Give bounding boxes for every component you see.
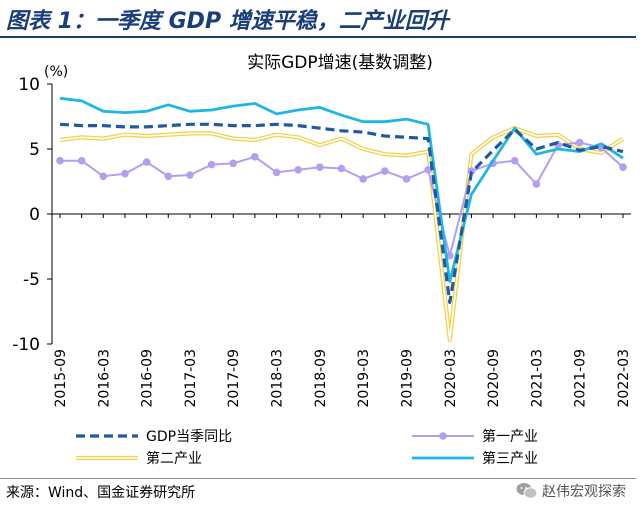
footer-divider [0,478,636,479]
legend-marker-primary [439,432,447,440]
series-point-primary [424,166,432,174]
x-tick-label: 2022-03 [616,349,632,408]
watermark: 赵伟宏观探索 [516,481,626,501]
legend-label-secondary: 第二产业 [146,450,202,467]
series-point-primary [316,163,324,171]
y-tick-label: -10 [12,335,40,355]
x-tick-label: 2015-09 [53,349,69,408]
report-header: 图表 1：一季度 GDP 增速平稳，二产业回升 [0,0,640,38]
y-tick-label: 10 [18,75,40,95]
x-tick-label: 2021-03 [529,349,545,408]
series-point-primary [575,138,584,147]
figure-title: 图表 1：一季度 GDP 增速平稳，二产业回升 [6,9,449,34]
x-tick-label: 2019-03 [356,349,372,408]
series-point-primary [619,163,627,171]
y-axis-unit: (%) [44,64,68,80]
series-point-primary [207,160,216,169]
x-tick-label: 2017-03 [183,349,199,408]
series-line-tertiary [59,96,624,283]
x-tick-label: 2021-09 [573,349,589,408]
y-tick-label: -5 [23,270,40,290]
series-point-primary [510,156,519,165]
legend-label-tertiary: 第三产业 [482,450,538,467]
header-divider [0,36,636,38]
x-tick-label: 2020-03 [443,349,459,408]
x-tick-label: 2018-03 [270,349,286,408]
source-note: 来源：Wind、国金证券研究所 [6,485,196,501]
series-line-secondary-inner [59,127,624,341]
x-tick-label: 2016-03 [96,349,112,408]
chart-title: 实际GDP增速(基数调整) [247,53,433,73]
x-tick-label: 2016-09 [140,349,156,408]
series-point-primary [272,168,281,177]
series-point-primary [467,167,476,175]
series-point-primary [251,153,259,161]
series-point-primary [229,159,238,168]
series-point-primary [532,180,541,188]
x-tick-label: 2019-09 [399,349,415,408]
series-point-primary [294,166,302,174]
series-point-primary [402,175,411,183]
x-tick-label: 2020-09 [486,349,502,408]
series-point-primary [142,158,151,166]
series-point-primary [381,167,389,175]
series-point-primary [56,156,64,165]
x-tick-label: 2017-09 [226,349,242,408]
wechat-logo-icon [516,483,538,499]
legend-label-primary: 第一产业 [482,428,538,445]
gdp-growth-chart: 实际GDP增速(基数调整) (%)10 5 0 -5 -10 2015-09 2016-03 2… [12,53,632,467]
series-point-primary [186,171,194,179]
x-tick-label: 2018-09 [313,349,329,408]
series-point-primary [359,175,367,183]
series-line-gdp [59,122,624,304]
watermark-text: 赵伟宏观探索 [542,484,626,500]
series-point-primary [77,156,86,165]
series-point-primary [164,172,173,181]
series-point-primary [337,164,346,173]
legend-label-gdp: GDP当季同比 [146,429,232,445]
series-point-primary [99,172,108,181]
y-tick-label: 0 [29,205,40,225]
series-point-primary [121,169,129,178]
y-tick-label: 5 [29,140,40,160]
